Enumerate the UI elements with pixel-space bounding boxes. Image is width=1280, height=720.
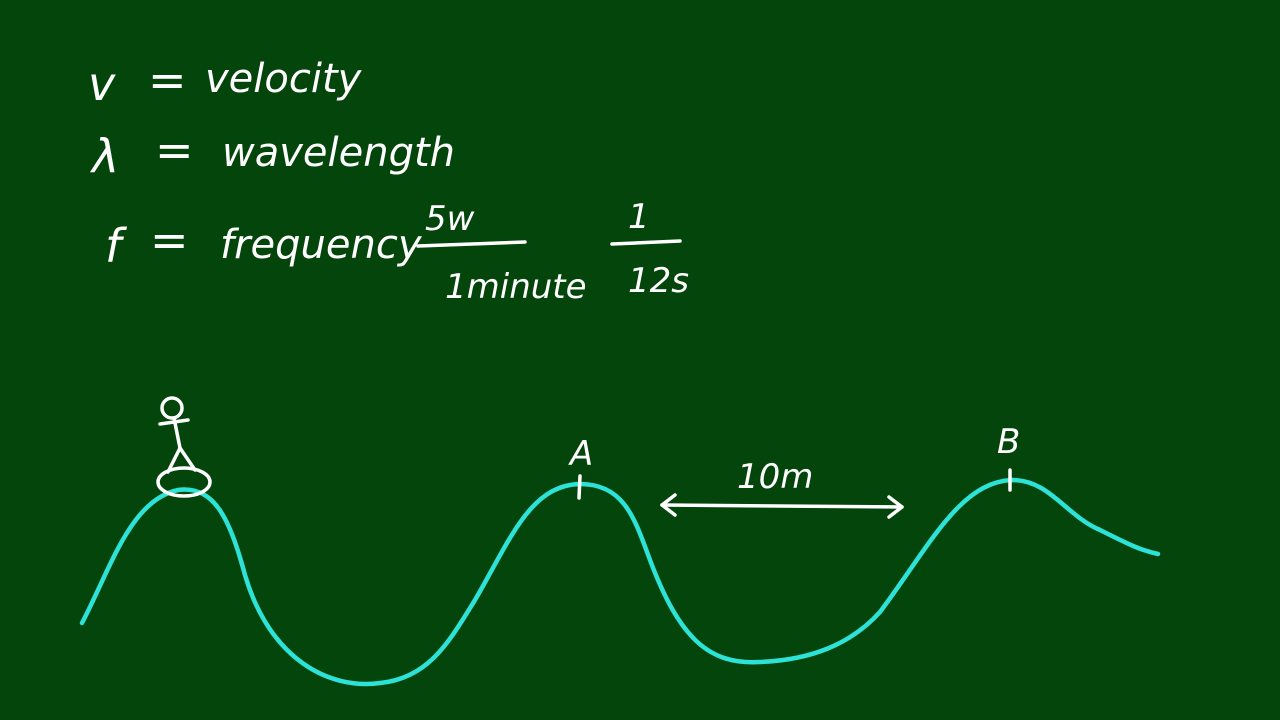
term-velocity: velocity	[205, 56, 363, 102]
fraction-1-numerator: 5w	[425, 199, 475, 239]
fraction-1-denominator: 1minute	[445, 267, 587, 307]
stick-figure-on-boat-icon	[156, 396, 212, 498]
fraction-waves-per-minute: 5w 1minute	[416, 199, 587, 307]
definition-frequency: f = frequency	[105, 213, 423, 273]
fraction-2-bar	[610, 239, 682, 246]
equals-sign-3: =	[150, 213, 189, 267]
point-a-marker: A	[568, 434, 593, 500]
point-b-label: B	[997, 422, 1020, 462]
equals-sign-1: =	[148, 53, 187, 107]
term-wavelength: wavelength	[222, 130, 455, 176]
term-frequency: frequency	[220, 222, 423, 268]
point-a-label: A	[568, 434, 593, 474]
fraction-2-denominator: 12s	[628, 261, 689, 301]
definition-velocity: v = velocity	[88, 53, 363, 111]
equals-sign-2: =	[155, 123, 194, 177]
double-headed-arrow-icon	[660, 493, 904, 519]
distance-label: 10m	[737, 457, 813, 497]
point-b-marker: B	[997, 422, 1020, 492]
symbol-lambda: λ	[89, 129, 119, 183]
fraction-one-per-12s: 1 12s	[610, 197, 689, 301]
wave-curve	[79, 477, 1161, 687]
fraction-2-numerator: 1	[628, 197, 650, 237]
fraction-1-bar	[416, 240, 527, 248]
symbol-v: v	[88, 57, 116, 111]
definition-wavelength: λ = wavelength	[89, 123, 455, 183]
symbol-f: f	[105, 219, 127, 273]
